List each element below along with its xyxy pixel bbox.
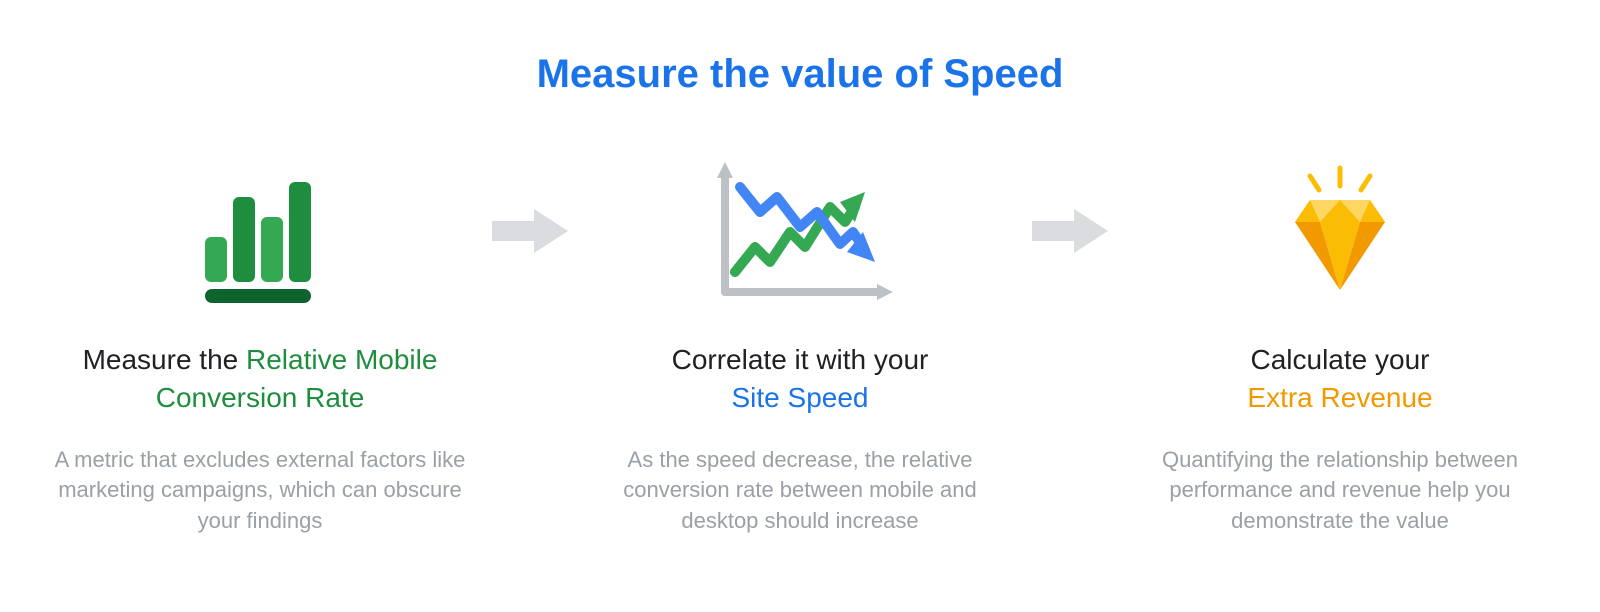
steps-row: Measure the Relative Mobile Conversion R… [40,157,1560,537]
heading-accent: Site Speed [731,382,868,413]
page-title: Measure the value of Speed [40,52,1560,97]
step-calculate: Calculate your Extra Revenue Quantifying… [1120,157,1560,537]
infographic-root: Measure the value of Speed Measure the R… [0,0,1600,612]
step-heading: Calculate your Extra Revenue [1247,341,1432,417]
diamond-icon [1265,157,1415,317]
step-description: As the speed decrease, the relative conv… [590,445,1010,537]
heading-plain: Correlate it with your [672,344,929,375]
step-measure: Measure the Relative Mobile Conversion R… [40,157,480,537]
step-heading: Correlate it with your Site Speed [672,341,929,417]
arrow-icon [1020,157,1120,255]
heading-accent: Extra Revenue [1247,382,1432,413]
step-correlate: Correlate it with your Site Speed As the… [580,157,1020,537]
step-heading: Measure the Relative Mobile Conversion R… [50,341,470,417]
heading-plain: Measure the [83,344,246,375]
bar-chart-icon [185,157,335,317]
step-description: A metric that excludes external factors … [50,445,470,537]
step-description: Quantifying the relationship between per… [1130,445,1550,537]
trend-chart-icon [705,157,895,317]
arrow-icon [480,157,580,255]
heading-plain: Calculate your [1251,344,1430,375]
